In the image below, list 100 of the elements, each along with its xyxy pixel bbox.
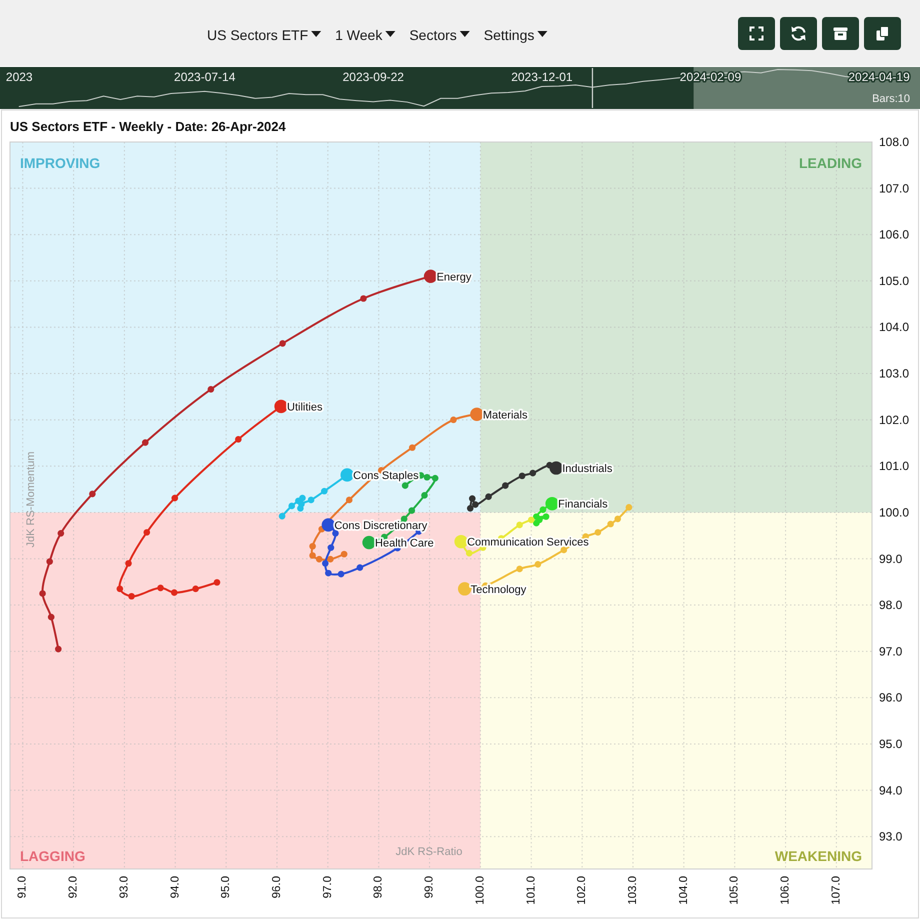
point [171, 494, 178, 502]
point [327, 556, 334, 562]
x-tick-label: 97.0 [322, 876, 334, 898]
point [516, 522, 523, 528]
point [278, 512, 286, 520]
point [316, 556, 322, 562]
point [614, 516, 622, 522]
point [142, 439, 149, 446]
point [39, 590, 46, 597]
annotation: WEAKENING [774, 848, 862, 864]
point [48, 614, 54, 620]
point [340, 550, 348, 558]
x-tick-label: 106.0 [780, 876, 792, 905]
y-tick-label: 98.0 [879, 598, 903, 612]
point [472, 501, 479, 508]
point [402, 482, 408, 489]
y-axis-title: JdK RS-Momentum [25, 452, 37, 548]
point [157, 584, 164, 592]
y-tick-label: 108.0 [879, 135, 910, 149]
point [466, 504, 474, 512]
point [346, 496, 352, 504]
x-tick-label: 2023-12-01 [511, 70, 573, 84]
point [320, 488, 328, 494]
point [533, 513, 540, 520]
point [46, 558, 53, 565]
x-tick-label: 95.0 [220, 876, 232, 898]
point [332, 530, 339, 537]
point [450, 416, 457, 424]
point [502, 482, 509, 489]
point [116, 586, 124, 592]
point [530, 470, 536, 476]
point [298, 500, 305, 508]
y-tick-label: 97.0 [879, 644, 903, 658]
point [516, 566, 523, 572]
point [518, 472, 526, 480]
point [58, 530, 64, 537]
point [322, 560, 329, 567]
y-tick-label: 93.0 [879, 830, 903, 844]
point [421, 492, 428, 499]
text: US Sectors ETF [207, 27, 308, 43]
x-tick-label: 100.0 [474, 876, 486, 905]
y-tick-label: 106.0 [879, 228, 910, 242]
y-tick-label: 95.0 [879, 736, 903, 751]
point [408, 444, 416, 451]
point [432, 474, 438, 482]
y-tick-label: 105.0 [879, 274, 910, 288]
series-label: Industrials [562, 462, 613, 475]
series-label: Materials [482, 409, 528, 422]
chart-title: US Sectors ETF - Weekly - Date: 26-Apr-2024 [10, 119, 287, 134]
x-tick-label: 2023 [6, 70, 33, 84]
x-tick-label: 93.0 [118, 876, 130, 898]
point [208, 386, 214, 393]
point [214, 579, 220, 586]
point [328, 544, 334, 551]
x-tick-label: 2024-02-09 [680, 70, 742, 84]
y-tick-label: 103.0 [879, 366, 910, 381]
annotation: LAGGING [20, 848, 86, 864]
series-label: Financials [558, 498, 608, 511]
point [192, 586, 199, 592]
point [55, 646, 62, 652]
x-tick-label: 2023-09-22 [342, 70, 404, 84]
series-label: Energy [436, 271, 472, 284]
x-tick-label: 98.0 [372, 876, 385, 898]
point [125, 560, 132, 567]
x-tick-label: 105.0 [728, 876, 741, 905]
point [144, 529, 150, 536]
point [408, 507, 416, 514]
point [325, 570, 332, 576]
y-tick-label: 107.0 [879, 181, 910, 196]
point [309, 552, 316, 559]
point [607, 520, 614, 528]
text: Settings [484, 27, 534, 43]
x-tick-label: 92.0 [68, 876, 80, 898]
point [534, 561, 542, 568]
annotation: Bars:10 [872, 93, 910, 105]
series-label: Technology [470, 584, 527, 596]
point [560, 546, 568, 554]
y-tick-label: 102.0 [879, 412, 910, 427]
x-tick-label: 107.0 [830, 876, 842, 905]
x-tick-label: 102.0 [576, 876, 588, 905]
x-tick-label: 103.0 [626, 876, 639, 905]
point [356, 564, 364, 571]
point [360, 295, 367, 302]
point [542, 513, 550, 520]
point [279, 340, 286, 347]
x-tick-label: 99.0 [424, 876, 436, 898]
x-tick-label: 2023-07-14 [174, 70, 236, 84]
x-tick-label: 104.0 [678, 876, 690, 905]
x-tick-label: 2024-04-19 [848, 70, 910, 84]
point [424, 474, 430, 481]
point [299, 494, 306, 502]
annotation: LEADING [799, 155, 862, 171]
series-label: Utilities [287, 401, 324, 414]
x-tick-label: 96.0 [270, 876, 283, 898]
y-tick-label: 96.0 [879, 690, 903, 705]
point [309, 542, 316, 550]
point [468, 495, 476, 502]
point [170, 589, 178, 596]
text: 1 Week [335, 27, 384, 43]
point [308, 496, 314, 504]
